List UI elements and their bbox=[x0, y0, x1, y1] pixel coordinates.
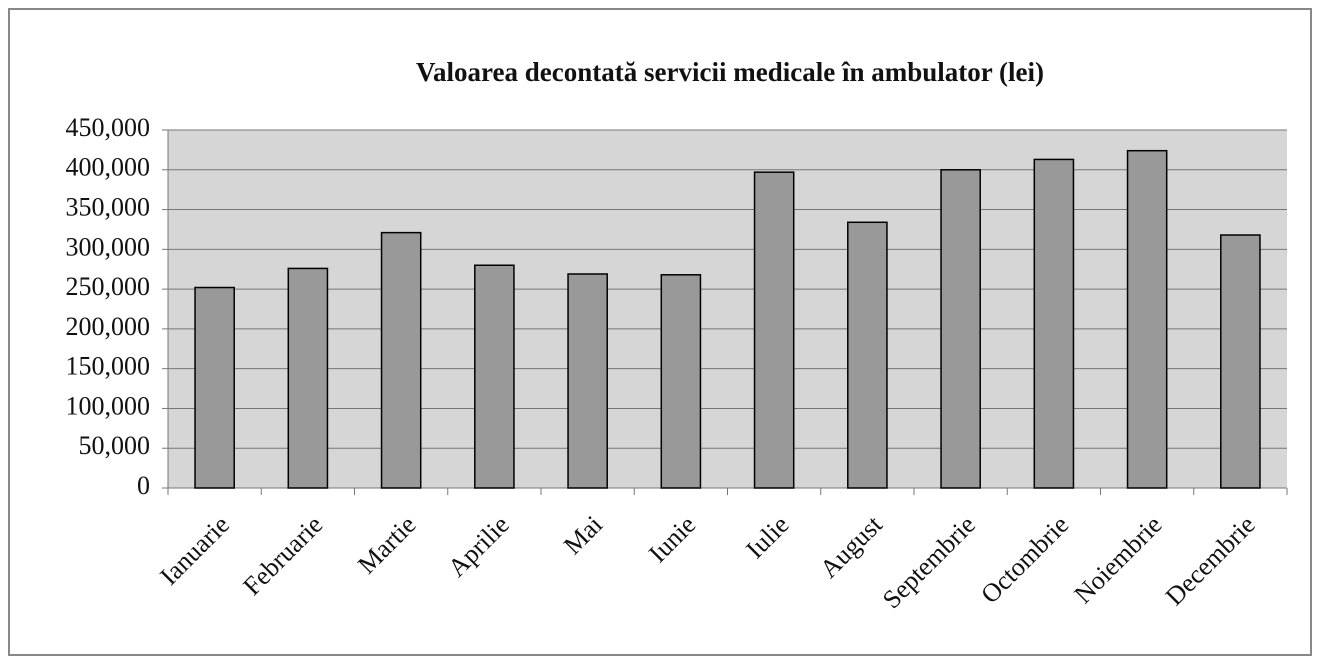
plot-area bbox=[168, 130, 1287, 488]
y-tick-label: 450,000 bbox=[66, 113, 151, 142]
bar bbox=[474, 264, 515, 489]
bar bbox=[1220, 234, 1261, 489]
bar bbox=[1033, 158, 1075, 489]
y-tick-label: 200,000 bbox=[66, 312, 151, 341]
y-tick-label: 50,000 bbox=[79, 431, 151, 460]
y-tick-label: 150,000 bbox=[66, 352, 151, 381]
bar bbox=[660, 274, 702, 489]
bar bbox=[940, 169, 981, 489]
y-tick-label: 250,000 bbox=[66, 272, 151, 301]
y-tick-label: 0 bbox=[137, 471, 150, 500]
bar bbox=[847, 221, 888, 489]
bar bbox=[567, 273, 608, 489]
y-tick-label: 100,000 bbox=[66, 391, 151, 420]
bar bbox=[194, 286, 235, 489]
bar bbox=[380, 231, 422, 489]
y-tick-label: 350,000 bbox=[66, 193, 151, 222]
chart-title: Valoarea decontată servicii medicale în … bbox=[416, 57, 1044, 87]
bar bbox=[287, 267, 329, 489]
bar bbox=[753, 171, 795, 489]
y-tick-label: 400,000 bbox=[66, 153, 151, 182]
bar bbox=[1126, 149, 1168, 489]
y-tick-label: 300,000 bbox=[66, 232, 151, 261]
